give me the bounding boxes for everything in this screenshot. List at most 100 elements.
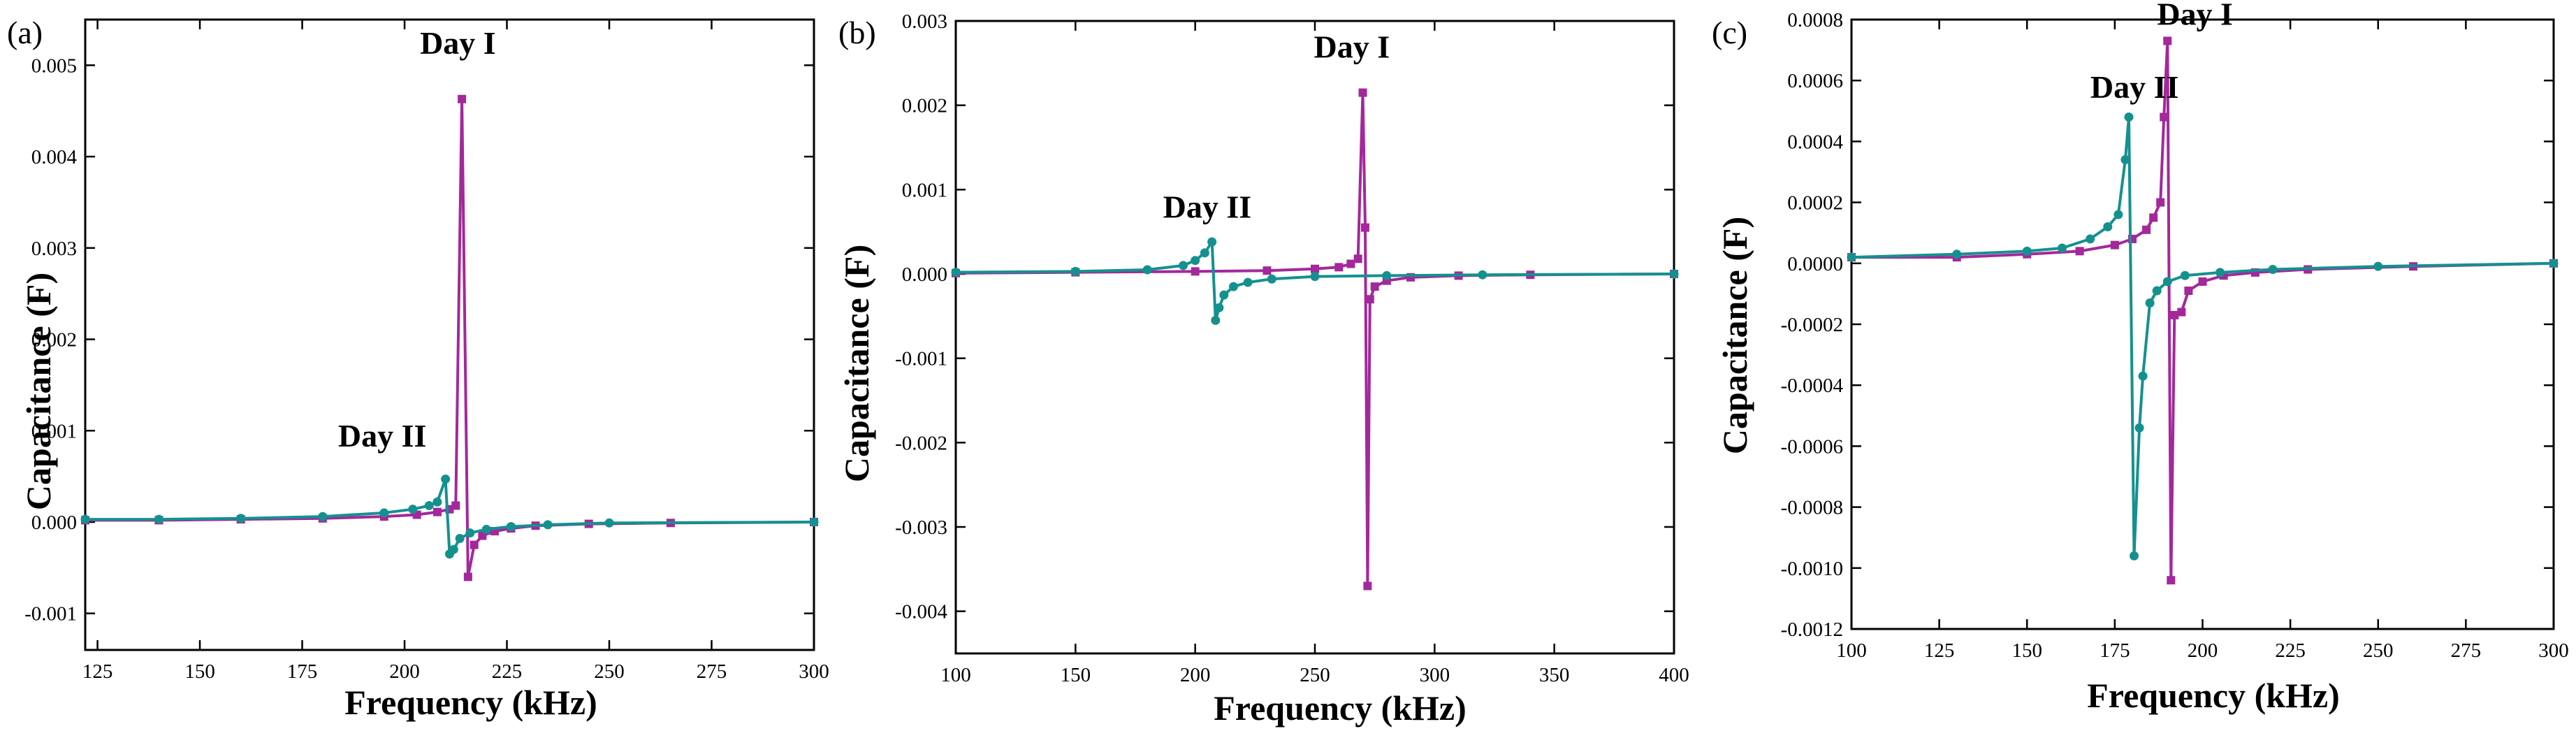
data-point-day2-c bbox=[2086, 234, 2095, 244]
panel-label-a: (a) bbox=[7, 15, 43, 50]
chart-panel-b: (b) Capacitance (F) Frequency (kHz) 100 1… bbox=[837, 10, 1689, 728]
data-point-day1-b bbox=[1360, 223, 1369, 232]
data-point-day2-c bbox=[2162, 277, 2172, 287]
x-tick-label-a: 225 bbox=[492, 660, 523, 683]
data-point-day2-a bbox=[465, 528, 475, 538]
data-point-day2-c bbox=[2103, 222, 2113, 231]
data-point-day2-c bbox=[2058, 243, 2067, 253]
x-tick-label-c: 100 bbox=[1836, 639, 1867, 662]
y-tick-label-b: -0.003 bbox=[895, 516, 947, 539]
y-axis-title-b: Capacitance (F) bbox=[837, 245, 876, 482]
data-point-day2-c bbox=[2145, 298, 2155, 308]
y-tick-label-b: 0.000 bbox=[902, 263, 947, 286]
data-point-day2-b bbox=[951, 268, 961, 277]
data-point-day2-a bbox=[481, 524, 491, 534]
data-point-day1-c bbox=[2075, 247, 2084, 256]
x-tick-label-a: 300 bbox=[799, 660, 829, 683]
data-point-day2-b bbox=[1228, 282, 1238, 291]
data-point-day1-b bbox=[1365, 295, 1374, 304]
y-tick-label-b: -0.004 bbox=[895, 601, 947, 623]
series-line-day2-c bbox=[1851, 115, 2554, 558]
data-point-day2-b bbox=[1214, 303, 1224, 312]
data-point-day1-b bbox=[1346, 259, 1355, 268]
data-point-day2-a bbox=[318, 512, 328, 521]
data-point-day1-b bbox=[1370, 282, 1379, 291]
x-axis-title-b: Frequency (kHz) bbox=[1214, 688, 1467, 728]
data-point-day2-a bbox=[236, 514, 246, 523]
x-tick-label-c: 200 bbox=[2188, 639, 2218, 662]
panel-label-c: (c) bbox=[1712, 15, 1747, 50]
data-point-day1-c bbox=[2198, 277, 2207, 286]
x-tick-label-c: 275 bbox=[2451, 639, 2482, 662]
data-point-day1-c bbox=[2156, 198, 2165, 207]
y-tick-label-a: 0.003 bbox=[31, 238, 77, 260]
data-point-day1-a bbox=[463, 572, 472, 581]
plot-frame-a bbox=[84, 18, 815, 651]
data-point-day2-a bbox=[809, 517, 819, 527]
data-point-day1-c bbox=[2184, 287, 2193, 296]
data-point-day2-b bbox=[1243, 277, 1253, 287]
series-line-day2-b bbox=[955, 240, 1675, 322]
y-tick-label-b: 0.003 bbox=[902, 10, 947, 33]
series-line-day1-c bbox=[1851, 39, 2554, 582]
data-point-day2-c bbox=[2022, 246, 2032, 256]
annotation-day1-c: Day I bbox=[2157, 0, 2233, 31]
series-day1-c bbox=[1847, 36, 2558, 585]
x-tick-label-a: 125 bbox=[82, 660, 113, 683]
data-point-day1-c bbox=[2163, 36, 2172, 45]
y-tick-label-c: 0.0002 bbox=[1787, 192, 1843, 215]
data-point-day1-c bbox=[2142, 225, 2151, 234]
data-point-day1-b bbox=[1191, 267, 1200, 276]
data-point-day2-c bbox=[2120, 155, 2130, 165]
y-tick-label-c: -0.0012 bbox=[1781, 618, 1843, 641]
y-tick-label-b: -0.002 bbox=[895, 432, 947, 454]
y-axis-title-c: Capacitance (F) bbox=[1715, 217, 1754, 454]
data-point-day1-c bbox=[2110, 240, 2119, 249]
data-point-day1-b bbox=[1358, 88, 1367, 97]
data-point-day2-a bbox=[432, 497, 442, 507]
y-tick-label-b: -0.001 bbox=[895, 348, 947, 370]
data-point-day1-a bbox=[451, 501, 460, 510]
x-tick-label-b: 350 bbox=[1539, 664, 1570, 686]
data-point-day2-c bbox=[2124, 113, 2134, 122]
y-tick-label-c: 0.0008 bbox=[1787, 9, 1843, 31]
data-point-day2-a bbox=[379, 508, 389, 518]
y-axis-title-a: Capacitance (F) bbox=[19, 273, 58, 510]
x-tick-label-b: 300 bbox=[1420, 664, 1450, 686]
annotation-day2-c: Day II bbox=[2090, 69, 2179, 105]
data-point-day1-c bbox=[2160, 113, 2169, 122]
data-point-day2-c bbox=[2134, 423, 2144, 433]
data-point-day1-c bbox=[2170, 310, 2179, 319]
data-point-day2-b bbox=[1200, 248, 1209, 258]
panel-label-b: (b) bbox=[838, 15, 876, 50]
y-tick-label-a: -0.001 bbox=[24, 603, 77, 625]
data-point-day2-a bbox=[449, 544, 458, 554]
x-tick-label-a: 175 bbox=[287, 660, 318, 683]
data-point-day2-b bbox=[1219, 290, 1229, 300]
data-point-day2-b bbox=[1070, 266, 1080, 276]
x-axis-title-a: Frequency (kHz) bbox=[344, 683, 597, 722]
x-tick-label-a: 275 bbox=[697, 660, 727, 683]
data-point-day1-a bbox=[470, 540, 479, 549]
data-point-day2-b bbox=[1191, 256, 1200, 266]
series-day1-a bbox=[81, 94, 818, 581]
y-tick-label-b: 0.001 bbox=[902, 179, 947, 201]
data-point-day2-c bbox=[2268, 265, 2278, 275]
data-point-day2-c bbox=[2215, 268, 2225, 277]
data-point-day2-c bbox=[1847, 252, 1856, 262]
chart-panel-a: (a) Capacitance (F) Frequency (kHz) 125 1… bbox=[7, 15, 829, 722]
data-point-day2-b bbox=[1310, 272, 1320, 282]
y-tick-label-c: -0.0006 bbox=[1781, 435, 1843, 458]
data-point-day1-b bbox=[1334, 263, 1344, 272]
annotation-day1-b: Day I bbox=[1314, 29, 1390, 64]
data-point-day2-b bbox=[1211, 315, 1221, 325]
y-tick-label-c: -0.0008 bbox=[1781, 497, 1843, 519]
data-point-day1-c bbox=[2149, 213, 2158, 222]
data-point-day2-c bbox=[2373, 261, 2383, 271]
y-tick-label-c: -0.0010 bbox=[1781, 558, 1843, 580]
data-point-day2-a bbox=[604, 518, 614, 528]
data-point-day2-a bbox=[441, 475, 451, 484]
x-tick-label-a: 200 bbox=[389, 660, 420, 683]
data-point-day2-c bbox=[1952, 249, 1962, 259]
plot-frame-c bbox=[1850, 18, 2555, 630]
